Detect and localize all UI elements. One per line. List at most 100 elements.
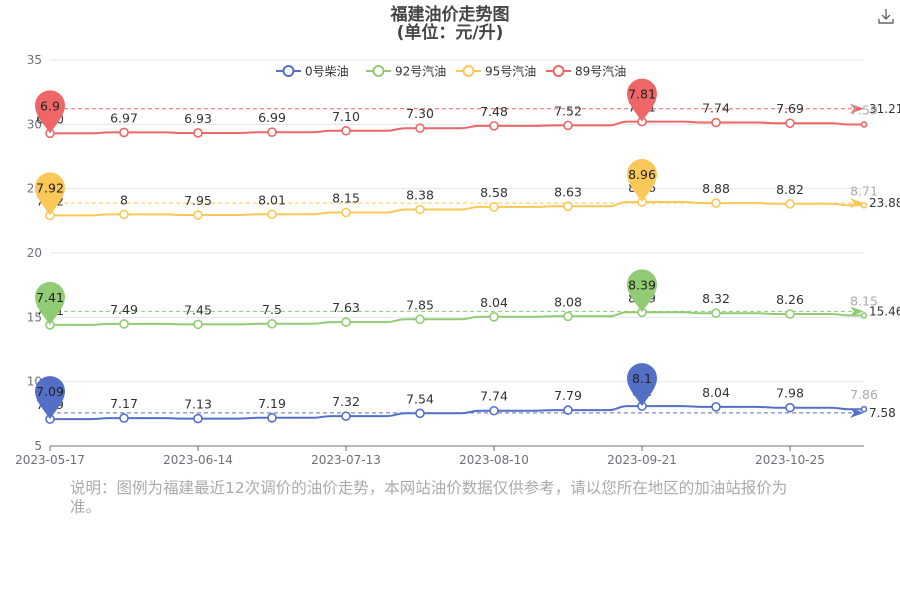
data-point[interactable] [489,121,499,131]
data-point[interactable] [785,309,795,319]
min-marker-1: 7.41 [35,281,65,325]
data-label: 7.19 [258,396,286,411]
data-point[interactable] [785,118,795,128]
data-point[interactable] [193,210,203,220]
data-point[interactable] [711,402,721,412]
series-line-0 [49,405,864,421]
max-marker-2-shape [627,159,657,203]
data-point[interactable] [193,413,203,424]
data-point[interactable] [341,411,351,421]
data-point[interactable] [341,317,351,327]
data-point[interactable] [267,318,277,329]
data-label: 8.04 [480,295,508,310]
y-tick-label: 35 [27,53,42,67]
average-arrow-1 [850,306,864,317]
data-label: 8.15 [332,190,360,205]
data-point[interactable] [267,209,277,220]
data-label: 7.5 [262,302,282,317]
data-point[interactable] [711,308,721,319]
data-point[interactable] [860,405,868,413]
data-point[interactable] [341,125,351,136]
data-point[interactable] [563,120,573,131]
data-label: 8.04 [702,385,730,400]
data-point[interactable] [415,204,425,215]
data-point[interactable] [860,201,868,209]
data-point[interactable] [489,405,499,416]
data-point[interactable] [563,311,573,322]
min-marker-2-shape [35,172,65,216]
data-label: 7.48 [480,104,508,119]
min-marker-2: 7.92 [35,172,65,216]
data-point[interactable] [193,319,203,330]
chart-title: 福建油价走势图 [390,4,510,25]
legend-item-1[interactable]: 92号汽油 [366,64,446,79]
data-point[interactable] [563,201,573,212]
y-tick-label: 20 [27,246,42,260]
legend-label: 95号汽油 [485,64,536,79]
legend-label: 92号汽油 [395,64,446,79]
data-point[interactable] [785,402,795,413]
data-point[interactable] [415,123,425,133]
min-max-markers: 7.09 8.1 7.41 8.39 7.92 8.96 6.9 7.81 [35,78,657,420]
data-points [45,116,868,424]
data-point[interactable] [267,413,277,423]
data-point[interactable] [119,127,129,138]
data-point[interactable] [563,405,573,415]
max-marker-2: 8.96 [627,159,657,203]
min-marker-1-label: 7.41 [36,290,64,305]
min-marker-0: 7.09 [35,376,65,420]
data-point[interactable] [489,312,499,322]
chart-note: 说明：图例为福建最近12次调价的油价走势，本网站油价数据仅供参考，请以您所在地区… [70,479,788,516]
data-point[interactable] [711,117,721,128]
data-label: 6.97 [110,110,138,125]
legend-marker [462,65,475,77]
data-point[interactable] [415,408,425,419]
min-marker-2-label: 7.92 [36,180,64,195]
data-label: 7.86 [850,387,878,402]
data-label: 7.85 [406,297,434,312]
legend-label: 89号汽油 [575,64,626,79]
data-label: 7.32 [332,394,360,409]
download-icon[interactable] [876,6,896,26]
data-point[interactable] [860,121,868,128]
data-point[interactable] [119,209,129,220]
max-marker-3-label: 7.81 [628,87,656,102]
data-point[interactable] [119,413,129,423]
data-point[interactable] [341,207,351,218]
data-point[interactable] [711,198,721,208]
data-label: 6.99 [258,110,286,125]
data-label: 8.32 [702,291,730,306]
max-marker-3-shape [627,78,657,122]
legend-item-2[interactable]: 95号汽油 [456,64,536,79]
data-label: 7.98 [776,386,804,401]
data-point[interactable] [860,312,868,319]
data-point[interactable] [489,202,499,212]
y-tick-label: 5 [34,439,42,453]
legend-marker [372,65,385,77]
data-label: 7.49 [110,302,138,317]
data-label: 8.82 [776,182,804,197]
chart-subtitle: (单位：元/升) [397,22,504,43]
data-label: 7.95 [184,193,212,208]
average-label: 7.58 [869,406,896,420]
data-label: 7.30 [406,106,434,121]
legend-item-3[interactable]: 89号汽油 [546,64,626,79]
data-label: 8.15 [850,293,878,308]
data-point[interactable] [415,314,425,325]
max-marker-1-shape [627,269,657,313]
data-label: 7.79 [554,388,582,403]
y-tick-label: 30 [27,117,42,131]
data-point[interactable] [267,127,277,137]
data-point[interactable] [119,319,129,329]
legend-label: 0号柴油 [305,65,349,79]
data-label: 7.52 [554,103,582,118]
data-point[interactable] [785,199,795,209]
data-label: 7.10 [332,109,360,124]
data-point[interactable] [193,128,203,138]
legend[interactable]: 0号柴油 92号汽油 95号汽油 89号汽油 [276,64,626,79]
series-line-1 [49,311,864,326]
grid [50,59,864,447]
data-label: 7.69 [776,101,804,116]
legend-item-0[interactable]: 0号柴油 [276,65,349,79]
